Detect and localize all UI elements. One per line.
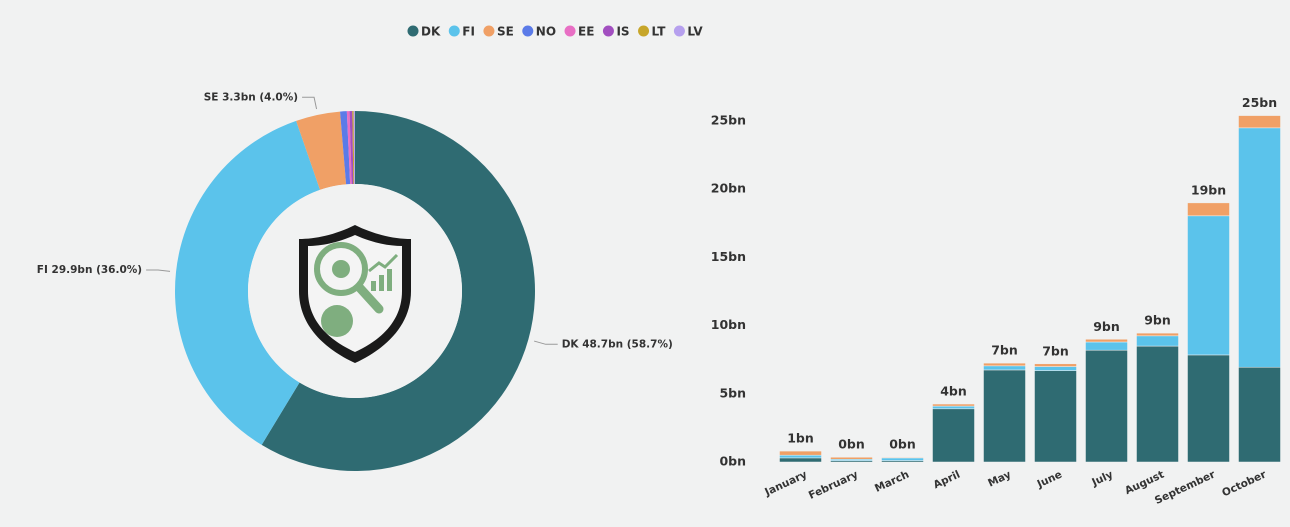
- y-tick-label: 5bn: [719, 385, 746, 400]
- total-label: 1bn: [787, 431, 814, 446]
- legend-swatch: [638, 25, 650, 37]
- bar-segment: [881, 457, 924, 461]
- legend-swatch: [522, 25, 534, 37]
- legend-label: NO: [536, 25, 556, 39]
- donut-slice: [349, 111, 354, 185]
- center-icon: [248, 184, 462, 398]
- legend-swatch: [483, 25, 495, 37]
- bar-segment: [1085, 339, 1128, 343]
- bar-segment: [1136, 332, 1179, 337]
- bar-segment: [830, 456, 873, 460]
- legend-swatch: [564, 25, 576, 37]
- bar-segment: [1238, 366, 1281, 463]
- data-label: DK 48.7bn (58.7%): [562, 338, 673, 350]
- y-tick-label: 15bn: [711, 249, 746, 264]
- bar-segment: [1136, 345, 1179, 463]
- bar-segment: [779, 454, 822, 459]
- legend-swatch: [407, 25, 419, 37]
- y-tick-label: 20bn: [711, 181, 746, 196]
- donut-slice: [346, 111, 352, 185]
- leader-line: [146, 269, 171, 272]
- total-label: 4bn: [940, 384, 967, 399]
- legend-label: LT: [652, 25, 667, 39]
- bar-segment: [881, 456, 924, 459]
- total-label: 0bn: [889, 437, 916, 452]
- bar-segment: [1238, 127, 1281, 368]
- legend-label: EE: [578, 25, 594, 39]
- total-label: 7bn: [991, 343, 1018, 358]
- total-label: 9bn: [1144, 313, 1171, 328]
- legend-swatch: [602, 25, 614, 37]
- data-label: SE 3.3bn (4.0%): [204, 91, 298, 103]
- y-tick-label: 10bn: [711, 317, 746, 332]
- data-label: FI 29.9bn (36.0%): [37, 264, 142, 276]
- bar-segment: [1136, 335, 1179, 347]
- donut-slice: [352, 111, 355, 185]
- legend-label: SE: [497, 25, 514, 39]
- y-tick-label: 0bn: [719, 454, 746, 469]
- donut-slice: [296, 111, 347, 190]
- legend-label: FI: [462, 25, 475, 39]
- bar-segment: [983, 362, 1026, 367]
- bar-segment: [1187, 202, 1230, 217]
- bar-segment: [983, 369, 1026, 463]
- bar-segment: [779, 450, 822, 456]
- bar-segment: [1187, 354, 1230, 463]
- bar-segment: [1085, 341, 1128, 351]
- donut-slice: [353, 111, 355, 185]
- bar-segment: [1034, 363, 1077, 367]
- bar-segment: [932, 408, 975, 463]
- y-tick-label: 25bn: [711, 113, 746, 128]
- bar-segment: [983, 365, 1026, 371]
- total-label: 0bn: [838, 437, 865, 452]
- bar-segment: [932, 405, 975, 410]
- bar-segment: [1187, 215, 1230, 356]
- bar-segment: [1034, 366, 1077, 371]
- total-label: 7bn: [1042, 343, 1069, 358]
- total-label: 19bn: [1191, 182, 1226, 197]
- bar-segment: [1085, 349, 1128, 463]
- legend-label: IS: [616, 25, 629, 39]
- donut-slice: [261, 111, 535, 472]
- bar-segment: [932, 403, 975, 407]
- total-label: 25bn: [1242, 95, 1277, 110]
- donut-slice: [175, 120, 321, 445]
- bar-segment: [1238, 115, 1281, 129]
- leader-line: [534, 340, 558, 345]
- total-label: 9bn: [1093, 319, 1120, 334]
- legend-label: DK: [421, 25, 441, 39]
- legend-swatch: [673, 25, 685, 37]
- donut-slice: [340, 111, 351, 185]
- bar-segment: [1034, 370, 1077, 463]
- legend-label: LV: [687, 25, 703, 39]
- bar-segment: [779, 457, 822, 463]
- legend-swatch: [448, 25, 460, 37]
- leader-line: [302, 96, 318, 110]
